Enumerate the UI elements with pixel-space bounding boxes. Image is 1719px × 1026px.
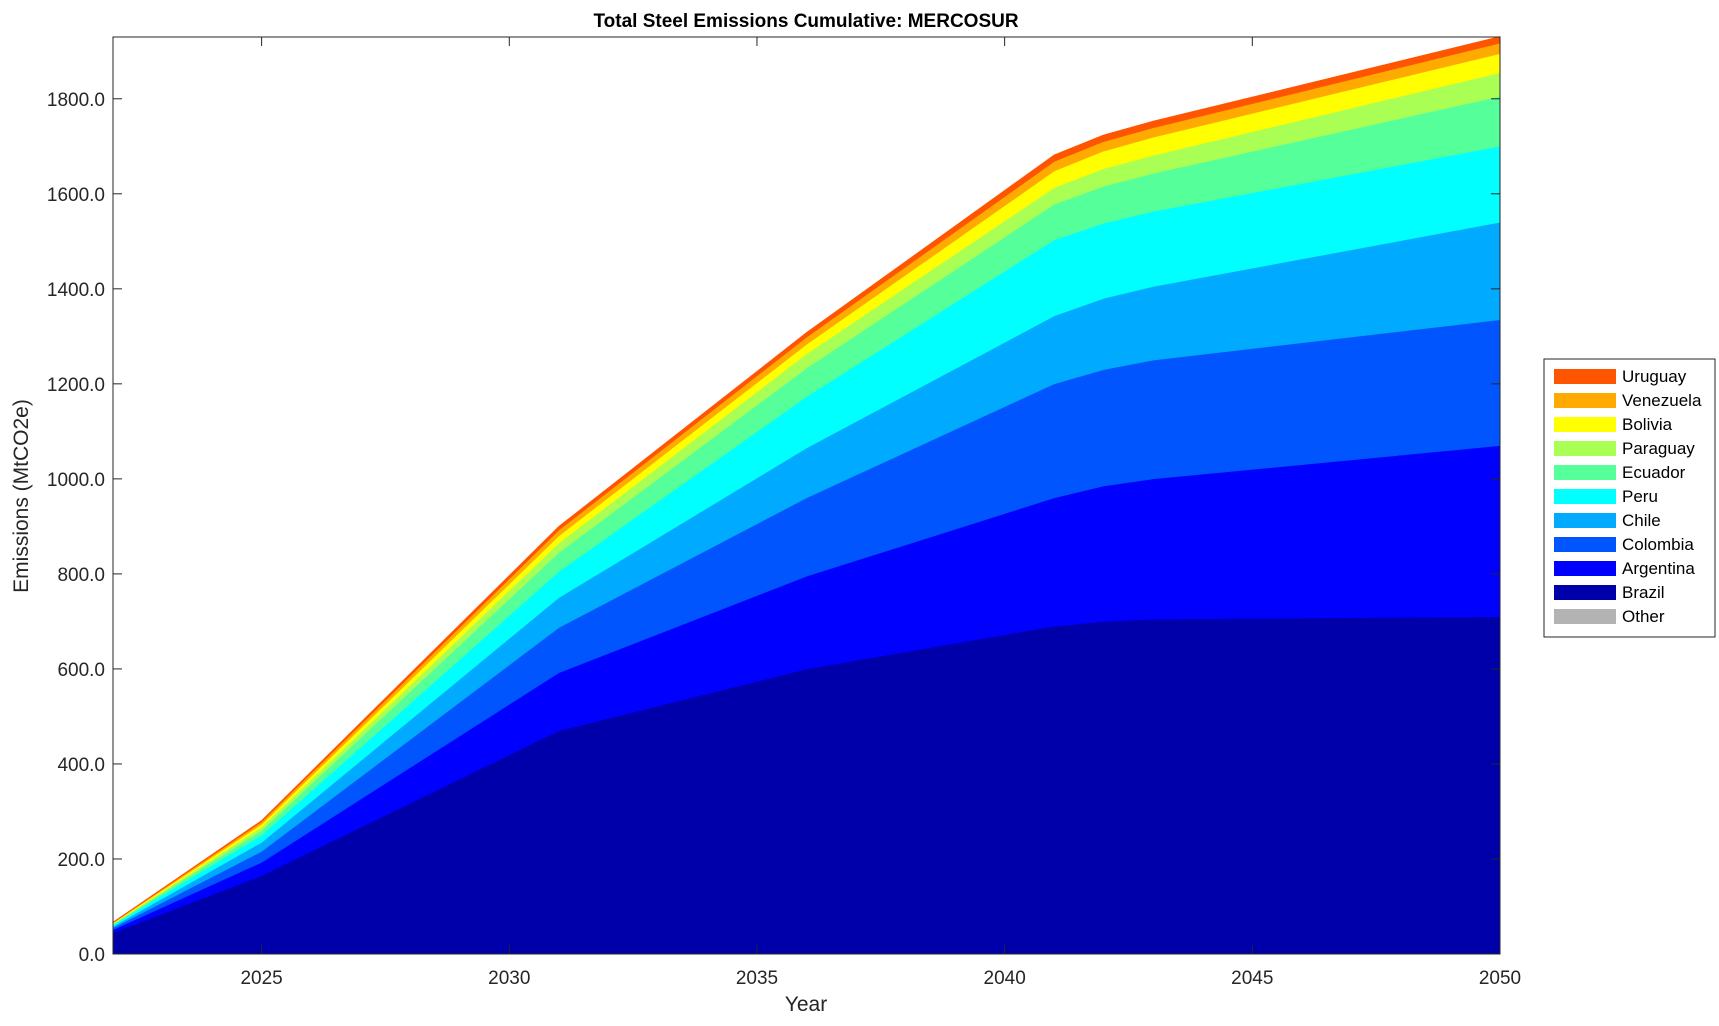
legend-swatch-other — [1554, 609, 1616, 624]
legend-label-paraguay: Paraguay — [1622, 439, 1695, 458]
legend-swatch-ecuador — [1554, 465, 1616, 480]
legend-label-venezuela: Venezuela — [1622, 391, 1702, 410]
x-axis: 2025 2030 2035 2040 2045 2050 — [240, 37, 1521, 989]
legend-label-bolivia: Bolivia — [1622, 415, 1673, 434]
y-tick-label: 1800.0 — [47, 90, 105, 111]
plot-frame — [112, 36, 1501, 955]
legend-swatch-brazil — [1554, 585, 1616, 600]
legend-swatch-venezuela — [1554, 393, 1616, 408]
legend-swatch-argentina — [1554, 561, 1616, 576]
y-tick-label: 1600.0 — [47, 185, 105, 206]
y-axis-label: Emissions (MtCO2e) — [10, 399, 33, 593]
x-tick-label: 2045 — [1231, 968, 1273, 989]
y-tick-label: 1400.0 — [47, 280, 105, 301]
legend-label-argentina: Argentina — [1622, 559, 1695, 578]
legend-swatch-peru — [1554, 489, 1616, 504]
y-tick-label: 1000.0 — [47, 470, 105, 491]
legend-swatch-paraguay — [1554, 441, 1616, 456]
legend-swatch-bolivia — [1554, 417, 1616, 432]
x-tick-label: 2040 — [984, 968, 1026, 989]
y-tick-label: 200.0 — [57, 850, 105, 871]
legend-label-brazil: Brazil — [1622, 583, 1665, 602]
chart-title: Total Steel Emissions Cumulative: MERCOS… — [593, 11, 1018, 32]
legend: Uruguay Venezuela Bolivia Paraguay Ecuador Pe… — [1543, 358, 1716, 638]
legend-label-peru: Peru — [1622, 487, 1658, 506]
legend-swatch-chile — [1554, 513, 1616, 528]
y-tick-label: 800.0 — [57, 565, 105, 586]
y-tick-label: 0.0 — [79, 945, 105, 966]
x-tick-label: 2035 — [736, 968, 778, 989]
legend-label-uruguay: Uruguay — [1622, 367, 1687, 386]
legend-label-ecuador: Ecuador — [1622, 463, 1686, 482]
legend-label-chile: Chile — [1622, 511, 1661, 530]
area-series-group — [112, 36, 1501, 955]
x-tick-label: 2050 — [1479, 968, 1521, 989]
y-tick-label: 1200.0 — [47, 375, 105, 396]
y-tick-label: 400.0 — [57, 755, 105, 776]
y-axis: 0.0 200.0 400.0 600.0 800.0 1000.0 1200.0 1400.… — [47, 90, 1500, 966]
y-tick-label: 600.0 — [57, 660, 105, 681]
legend-swatch-colombia — [1554, 537, 1616, 552]
x-tick-label: 2030 — [488, 968, 530, 989]
legend-swatch-uruguay — [1554, 369, 1616, 384]
legend-label-other: Other — [1622, 607, 1665, 626]
x-axis-label: Year — [785, 993, 827, 1016]
legend-label-colombia: Colombia — [1622, 535, 1694, 554]
x-tick-label: 2025 — [240, 968, 282, 989]
